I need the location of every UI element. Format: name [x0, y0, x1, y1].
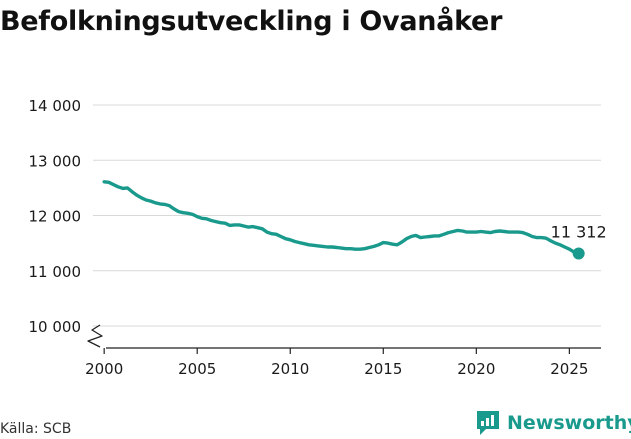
y-tick-label: 11 000 — [29, 263, 82, 281]
axis-break-zigzag — [88, 325, 102, 347]
newsworthy-logo-icon — [475, 409, 501, 437]
annotations: 11 312 — [551, 223, 607, 260]
grid-lines — [93, 105, 601, 326]
x-tick-label: 2000 — [85, 360, 123, 378]
y-tick-label: 10 000 — [29, 318, 82, 336]
brand-name: Newsworthy — [507, 412, 631, 434]
y-axis-labels: 10 000 11 000 12 000 13 000 14 000 — [29, 97, 82, 336]
last-value-label: 11 312 — [551, 223, 607, 242]
axis-break-icon — [88, 325, 102, 347]
series-lines — [104, 182, 579, 254]
x-tick-label: 2020 — [457, 360, 495, 378]
x-tick-label: 2010 — [271, 360, 309, 378]
x-axis — [104, 348, 601, 354]
series-line — [104, 182, 579, 254]
x-tick-label: 2015 — [364, 360, 402, 378]
x-tick-label: 2005 — [178, 360, 216, 378]
y-tick-label: 13 000 — [29, 152, 82, 170]
x-axis-labels: 2000 2005 2010 2015 2020 2025 — [85, 360, 588, 378]
brand-logo: Newsworthy — [475, 408, 631, 438]
source-label: Källa: SCB — [0, 421, 71, 437]
last-value-marker — [573, 248, 585, 260]
y-tick-label: 14 000 — [29, 97, 82, 115]
x-tick-label: 2025 — [550, 360, 588, 378]
y-tick-label: 12 000 — [29, 208, 82, 226]
